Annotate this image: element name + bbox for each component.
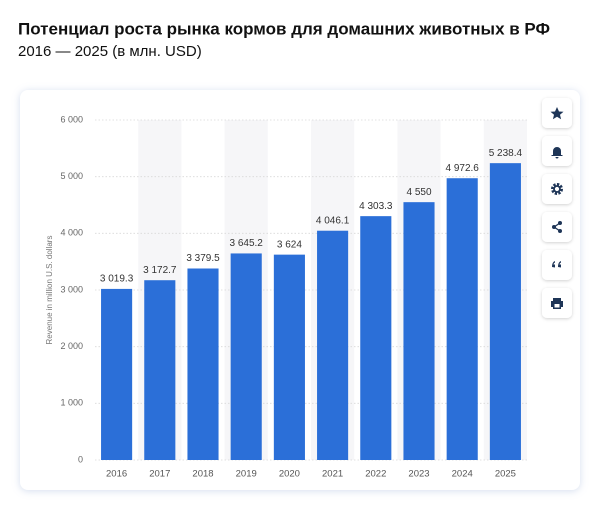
value-label: 4 550 (406, 187, 431, 198)
bar (144, 280, 176, 460)
bar (403, 202, 435, 460)
x-tick-label: 2020 (279, 469, 300, 480)
plot-area: 0 1 000 2 000 3 000 4 000 5 000 6 000 2016 3 019… (60, 114, 527, 480)
bar (230, 253, 262, 460)
y-tick-label: 3 000 (60, 284, 83, 294)
cite-button[interactable] (542, 250, 572, 280)
bar (101, 288, 133, 460)
x-tick-label: 2019 (236, 469, 257, 480)
share-button[interactable] (542, 212, 572, 242)
bar (187, 268, 219, 460)
notify-button[interactable] (542, 136, 572, 166)
value-label: 4 046.1 (316, 215, 350, 226)
y-tick-label: 4 000 (60, 228, 83, 238)
value-label: 3 624 (277, 239, 302, 250)
y-tick-label: 5 000 (60, 171, 83, 181)
x-tick-label: 2024 (452, 469, 473, 480)
settings-button[interactable] (542, 174, 572, 204)
print-button[interactable] (542, 288, 572, 318)
value-label: 3 645.2 (230, 238, 264, 249)
value-label: 4 972.6 (446, 163, 480, 174)
value-label: 5 238.4 (489, 148, 523, 159)
x-tick-label: 2022 (365, 469, 386, 480)
x-tick-label: 2017 (149, 469, 170, 480)
value-label: 3 172.7 (143, 265, 177, 276)
bar (273, 254, 305, 460)
chart-subtitle: 2016 — 2025 (в млн. USD) (18, 43, 202, 60)
bar (489, 163, 521, 460)
y-axis-label: Revenue in million U.S. dollars (45, 236, 54, 345)
value-label: 4 303.3 (359, 201, 393, 212)
chart-title: Потенциал роста рынка кормов для домашни… (18, 19, 550, 38)
favorite-button[interactable] (542, 98, 572, 128)
bar (360, 216, 392, 460)
y-tick-label: 1 000 (60, 398, 83, 408)
x-tick-label: 2023 (408, 469, 429, 480)
x-tick-label: 2021 (322, 469, 343, 480)
y-tick-label: 2 000 (60, 341, 83, 351)
value-label: 3 379.5 (186, 253, 220, 264)
y-tick-label: 0 (78, 454, 83, 464)
x-tick-label: 2025 (495, 469, 516, 480)
x-tick-label: 2018 (192, 469, 213, 480)
bar (446, 178, 478, 460)
x-tick-label: 2016 (106, 469, 127, 480)
value-label: 3 019.3 (100, 274, 134, 285)
y-tick-label: 6 000 (60, 114, 83, 124)
toolbar (542, 98, 572, 318)
bar (317, 230, 349, 460)
